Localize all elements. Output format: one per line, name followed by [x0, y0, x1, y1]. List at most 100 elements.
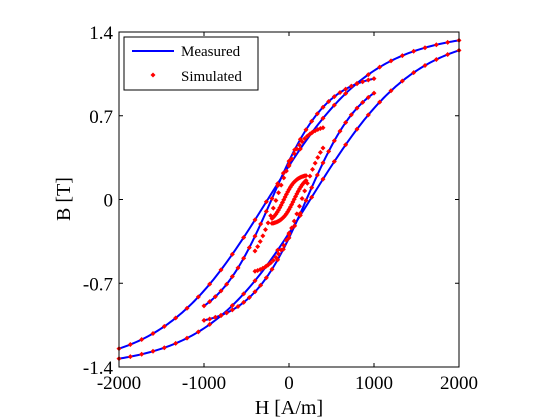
simulated-point-loop-3-down-26 [269, 216, 275, 222]
simulated-point-loop-0-up-11 [241, 291, 247, 297]
simulated-point-loop-2-down-17 [276, 190, 282, 196]
simulated-point-loop-1-up-24 [337, 128, 343, 134]
simulated-point-loop-1-up-21 [320, 160, 326, 166]
simulated-point-loop-2-up-14 [289, 225, 295, 231]
simulated-point-loop-2-up-23 [312, 160, 318, 166]
simulated-point-loop-1-down-20 [258, 221, 264, 227]
simulated-point-loop-0-down-11 [331, 102, 337, 108]
simulated-point-loop-2-down-10 [294, 146, 300, 152]
simulated-point-loop-0-down-6 [388, 58, 394, 64]
simulated-point-loop-0-down-18 [252, 217, 258, 223]
simulated-point-loop-1-up-2 [212, 314, 218, 320]
simulated-point-loop-2-up-24 [315, 154, 321, 160]
simulated-point-loop-1-down-7 [331, 94, 337, 100]
simulated-point-loop-1-down-11 [309, 118, 315, 124]
simulated-point-loop-2-up-19 [302, 188, 308, 194]
y-tick-label-4: 1.4 [89, 23, 113, 44]
simulated-point-loop-0-up-8 [207, 321, 213, 327]
simulated-point-loop-1-down-10 [314, 111, 320, 117]
simulated-point-loop-1-down-12 [303, 127, 309, 133]
simulated-point-loop-1-down-23 [241, 255, 247, 261]
x-tick-label-4: 2000 [440, 373, 478, 394]
y-axis-label: B [T] [53, 177, 75, 221]
simulated-point-loop-1-up-6 [235, 303, 241, 309]
simulated-point-loop-1-down-2 [360, 79, 366, 85]
simulated-point-loop-2-up-8 [273, 254, 279, 260]
simulated-point-loop-1-down-22 [246, 245, 252, 251]
simulated-point-loop-1-down-4 [348, 83, 354, 89]
simulated-point-loop-0-up-22 [365, 112, 371, 118]
simulated-point-loop-0-up-6 [184, 335, 190, 341]
simulated-point-loop-0-down-28 [139, 337, 145, 343]
simulated-point-loop-1-up-3 [218, 312, 224, 318]
x-tick-label-3: 1000 [355, 373, 393, 394]
simulated-point-loop-0-up-29 [445, 51, 451, 57]
simulated-point-loop-1-down-8 [326, 99, 332, 105]
y-tick-label-1: -0.7 [83, 274, 113, 295]
simulated-point-loop-2-down-12 [289, 156, 295, 162]
simulated-point-loop-1-down-27 [218, 288, 224, 294]
simulated-point-loop-1-down-24 [235, 265, 241, 271]
simulated-point-loop-1-down-26 [224, 281, 230, 287]
simulated-point-loop-1-up-22 [326, 148, 332, 154]
simulated-point-loop-0-down-25 [173, 315, 179, 321]
simulated-point-loop-0-up-24 [388, 88, 394, 94]
simulated-point-loop-0-down-19 [241, 234, 247, 240]
simulated-point-loop-1-up-10 [258, 282, 264, 288]
simulated-point-loop-0-up-14 [275, 247, 281, 253]
simulated-point-loop-3-up-26 [303, 177, 309, 183]
simulated-point-loop-0-up-17 [309, 194, 315, 200]
measured-line-loop-0-up [118, 49, 460, 360]
simulated-point-loop-1-up-30 [371, 90, 377, 96]
simulated-point-loop-2-up-6 [268, 260, 274, 266]
simulated-point-loop-0-up-18 [320, 176, 326, 182]
simulated-point-loop-0-down-26 [161, 323, 167, 329]
simulated-point-loop-1-down-3 [354, 81, 360, 87]
simulated-point-loop-1-down-28 [212, 294, 218, 300]
simulated-point-loop-1-down-17 [275, 183, 281, 189]
simulated-point-loop-1-up-23 [331, 138, 337, 144]
simulated-point-loop-0-down-29 [127, 342, 133, 348]
simulated-point-loop-0-down-1 [445, 39, 451, 45]
simulated-point-loop-0-up-25 [399, 78, 405, 84]
series-layer [116, 37, 462, 362]
simulated-point-loop-1-up-12 [269, 266, 275, 272]
simulated-point-loop-0-down-20 [229, 251, 235, 257]
simulated-point-loop-0-up-27 [422, 62, 428, 68]
simulated-point-loop-0-down-7 [377, 64, 383, 70]
simulated-point-loop-0-up-19 [331, 159, 337, 165]
simulated-point-loop-1-up-5 [229, 307, 235, 313]
simulated-point-loop-0-up-5 [173, 340, 179, 346]
tick-labels-layer: -2000 -1000 0 1000 2000 -1.4 -0.7 0 0.7 1.4 [83, 23, 478, 394]
simulated-point-loop-0-up-12 [252, 278, 258, 284]
simulated-point-loop-2-down-18 [273, 197, 279, 203]
simulated-point-loop-0-up-10 [229, 303, 235, 309]
simulated-point-loop-1-up-27 [354, 105, 360, 111]
simulated-point-loop-2-up-22 [310, 166, 316, 172]
simulated-point-loop-1-up-28 [360, 99, 366, 105]
simulated-point-loop-2-up-15 [291, 218, 297, 224]
x-axis-label: H [A/m] [255, 397, 323, 419]
simulated-point-loop-1-up-4 [224, 310, 230, 316]
simulated-point-loop-2-up-17 [296, 203, 302, 209]
simulated-point-loop-2-down-13 [286, 162, 292, 168]
simulated-point-loop-1-down-30 [201, 303, 207, 309]
simulated-point-loop-0-down-21 [218, 267, 224, 273]
simulated-point-loop-1-down-9 [320, 104, 326, 110]
simulated-point-loop-2-down-26 [252, 248, 258, 254]
simulated-point-loop-0-down-27 [150, 331, 156, 337]
simulated-point-loop-0-down-10 [343, 90, 349, 96]
legend: Measured Simulated [123, 36, 259, 91]
simulated-point-loop-2-down-23 [260, 233, 266, 239]
x-tick-label-0: -2000 [97, 373, 141, 394]
simulated-point-loop-2-up-21 [307, 173, 313, 179]
simulated-point-loop-2-up-11 [281, 242, 287, 248]
simulated-point-loop-2-down-7 [302, 136, 308, 142]
simulated-point-loop-0-down-14 [297, 146, 303, 152]
simulated-point-loop-2-up-16 [294, 211, 300, 217]
simulated-point-loop-1-up-8 [246, 294, 252, 300]
simulated-point-loop-2-up-12 [283, 237, 289, 243]
simulated-point-loop-2-up-13 [286, 231, 292, 237]
simulated-point-loop-0-up-4 [161, 345, 167, 351]
simulated-point-loop-2-up-9 [276, 251, 282, 257]
